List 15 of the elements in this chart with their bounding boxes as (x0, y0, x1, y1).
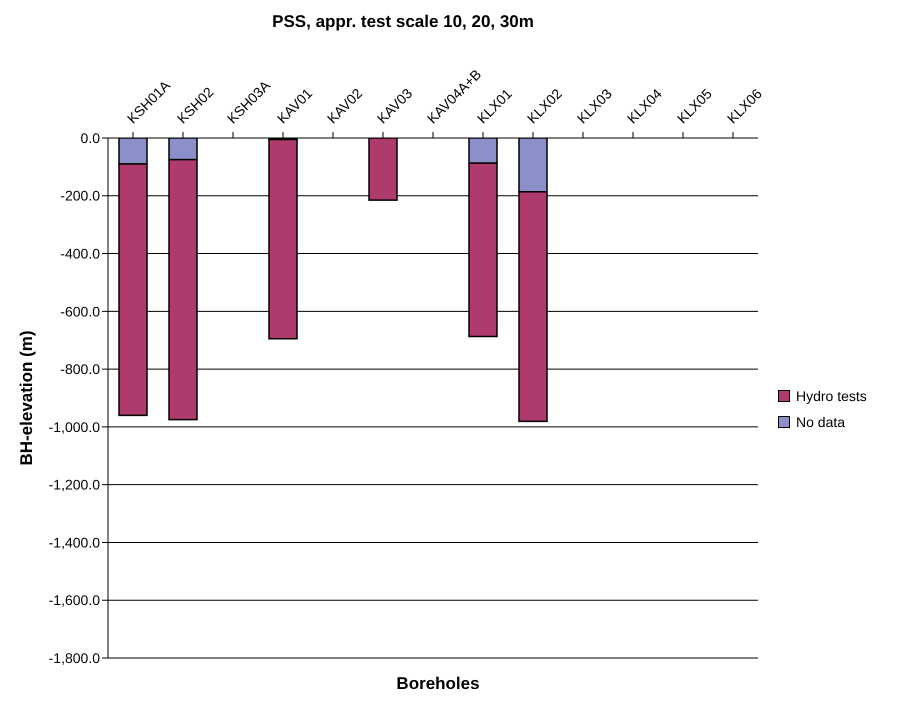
legend-label: No data (796, 414, 846, 430)
chart-title: PSS, appr. test scale 10, 20, 30m (271, 12, 535, 32)
y-tick-label: -200.0 (60, 188, 100, 204)
y-tick-label: -1,200.0 (48, 476, 100, 493)
y-tick-label: -600.0 (60, 303, 100, 320)
legend-label: Hydro tests (796, 388, 867, 404)
x-axis-title: Boreholes (395, 674, 481, 694)
y-tick-label: 0.0 (80, 130, 100, 146)
y-tick-label: -1,400.0 (48, 534, 100, 550)
y-tick-label: -400.0 (60, 246, 100, 262)
y-axis-title: BH-elevation (m) (17, 330, 36, 466)
y-tick-label: -1,600.0 (48, 592, 100, 608)
y-tick-label: -1,000.0 (48, 418, 100, 435)
y-tick-label: -1,800.0 (48, 650, 100, 666)
y-tick-label: -800.0 (60, 361, 100, 378)
